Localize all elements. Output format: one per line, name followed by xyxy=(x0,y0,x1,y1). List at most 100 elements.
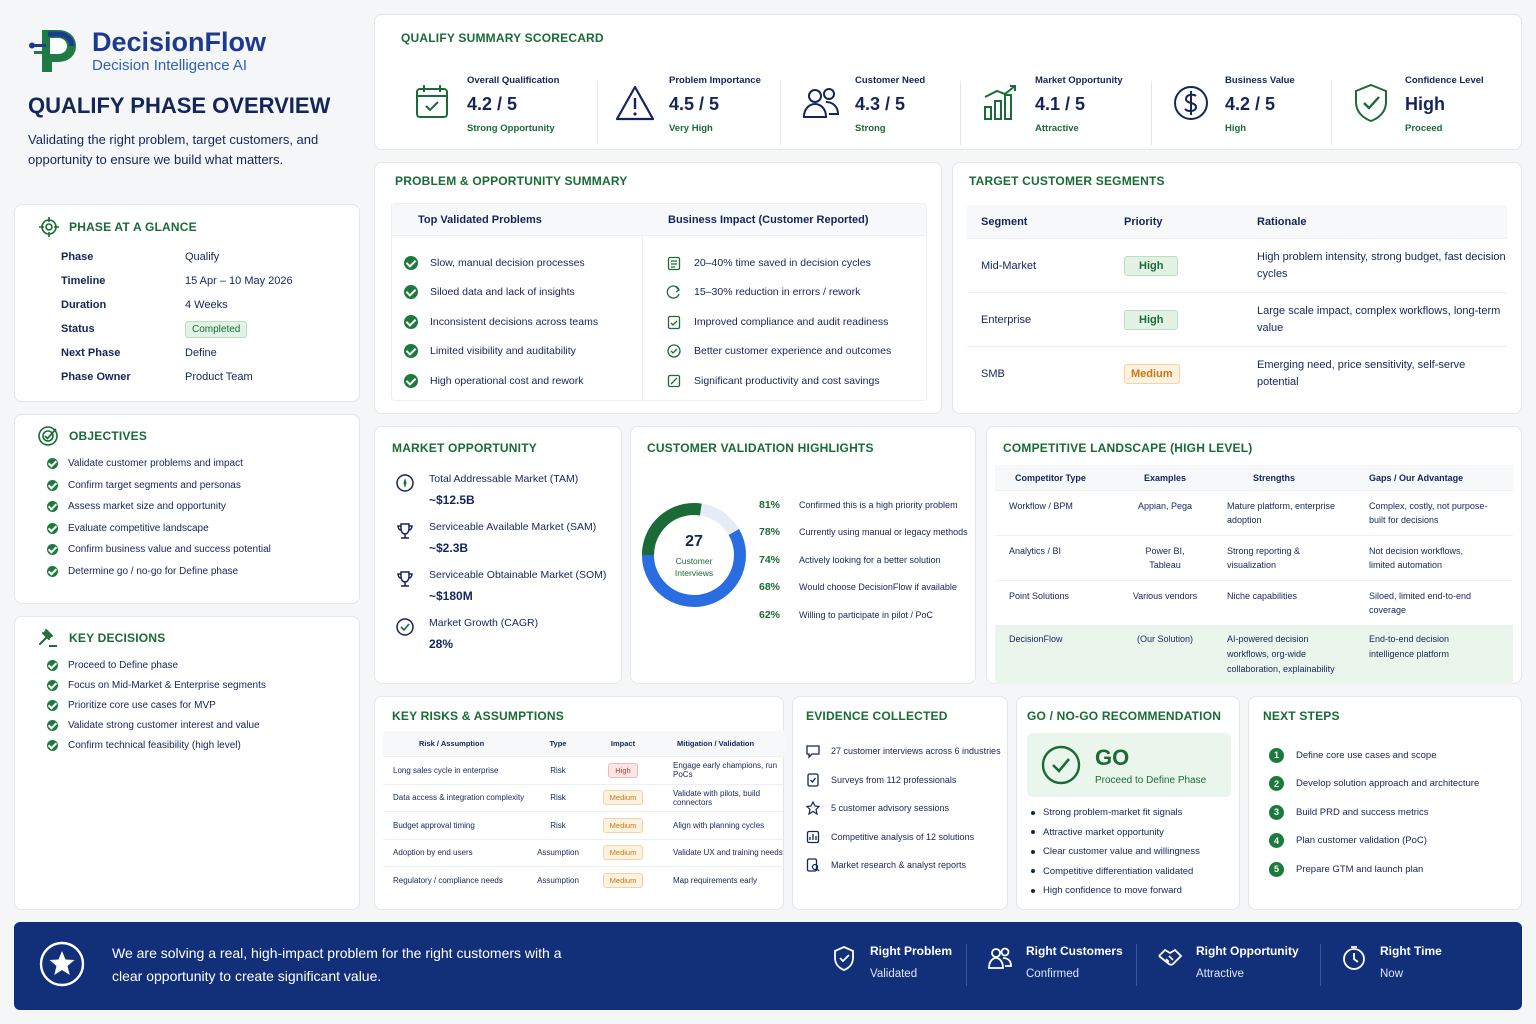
go-verdict-sub: Proceed to Define Phase xyxy=(1095,774,1207,786)
check-icon xyxy=(404,344,418,359)
risks-title: KEY RISKS & ASSUMPTIONS xyxy=(392,709,564,723)
risk-row: Adoption by end users Assumption Medium V… xyxy=(383,840,785,867)
validation-item: 81% Confirmed this is a high priority pro… xyxy=(759,498,958,511)
risk-row: Data access & integration complexity Risk… xyxy=(383,785,785,812)
next-steps-panel: NEXT STEPS 1 Define core use cases and sc… xyxy=(1248,696,1522,910)
score-value: 4.3 / 5 xyxy=(855,94,906,114)
donut-label: Customer Interviews xyxy=(674,556,714,578)
brand-tagline: Decision Intelligence AI xyxy=(92,57,248,74)
gavel-icon xyxy=(39,629,57,647)
glance-key: Duration xyxy=(61,299,107,311)
gonogo-bullet: High confidence to move forward xyxy=(1031,881,1200,901)
badge-star-icon xyxy=(667,344,681,358)
check-icon xyxy=(47,458,58,470)
competitive-panel: COMPETITIVE LANDSCAPE (HIGH LEVEL) Compe… xyxy=(986,426,1522,684)
glance-key: Next Phase xyxy=(61,347,121,359)
market-item: Serviceable Obtainable Market (SOM) ~$180… xyxy=(395,569,606,603)
validation-panel: CUSTOMER VALIDATION HIGHLIGHTS 27 Custom… xyxy=(630,426,976,684)
risk-row: Regulatory / compliance needs Assumption … xyxy=(383,867,785,895)
objectives-title: OBJECTIVES xyxy=(69,429,148,443)
gonogo-bullet: Strong problem-market fit signals xyxy=(1031,803,1200,823)
validation-item: 68% Would choose DecisionFlow if availabl… xyxy=(759,581,957,594)
evidence-item: 5 customer advisory sessions xyxy=(805,794,1001,823)
decisionflow-logo-icon xyxy=(29,30,76,72)
check-icon xyxy=(47,544,58,556)
footer-item: Right Opportunity Attractive xyxy=(1156,944,1299,980)
donut-value: 27 xyxy=(685,533,703,550)
page-title: QUALIFY PHASE OVERVIEW xyxy=(28,93,331,118)
score-card-business: Business Value 4.2 / 5 High xyxy=(1169,75,1295,134)
score-label: Problem Importance xyxy=(669,75,761,86)
validation-item: 74% Actively looking for a better solutio… xyxy=(759,553,941,566)
problem-panel: PROBLEM & OPPORTUNITY SUMMARY Top Valida… xyxy=(374,162,942,414)
score-label: Confidence Level xyxy=(1405,75,1484,86)
objective-item: Determine go / no-go for Define phase xyxy=(47,561,271,583)
impact-badge: Medium xyxy=(602,817,644,833)
validation-title: CUSTOMER VALIDATION HIGHLIGHTS xyxy=(647,441,874,455)
risks-header-row: Risk / Assumption Type Impact Mitigation… xyxy=(383,731,785,757)
score-value: 4.1 / 5 xyxy=(1035,94,1086,114)
key-decisions-panel: KEY DECISIONS Proceed to Define phase Fo… xyxy=(14,616,360,910)
star-badge-icon xyxy=(39,941,85,987)
glance-value: Product Team xyxy=(185,371,253,383)
chat-icon xyxy=(806,745,820,759)
market-title: MARKET OPPORTUNITY xyxy=(392,441,537,455)
objective-item: Validate customer problems and impact xyxy=(47,453,271,475)
brand-name: DecisionFlow xyxy=(92,27,267,57)
score-label: Overall Qualification xyxy=(467,75,560,86)
clipboard-icon xyxy=(667,256,681,270)
trophy-icon xyxy=(397,523,413,539)
segment-row: Enterprise High Large scale impact, comp… xyxy=(967,293,1507,347)
gonogo-panel: GO / NO-GO RECOMMENDATION GO Proceed to … xyxy=(1016,696,1240,910)
glance-row: Status Completed xyxy=(61,317,293,341)
segments-header: Priority xyxy=(1124,215,1163,228)
clipboard-check-icon xyxy=(667,315,681,329)
gonogo-title: GO / NO-GO RECOMMENDATION xyxy=(1027,709,1222,723)
priority-badge: Medium xyxy=(1124,364,1180,384)
score-sub: Strong xyxy=(855,123,886,134)
objective-item: Confirm target segments and personas xyxy=(47,475,271,497)
validation-item: 62% Willing to participate in pilot / PoC xyxy=(759,608,934,621)
glance-value: 4 Weeks xyxy=(185,299,228,311)
status-badge: Completed xyxy=(185,320,248,338)
score-sub: Very High xyxy=(669,123,713,134)
step-number: 3 xyxy=(1269,804,1284,820)
footer-item: Right Problem Validated xyxy=(830,944,952,980)
evidence-item: Competitive analysis of 12 solutions xyxy=(805,823,1001,852)
impact-item: 15–30% reduction in errors / rework xyxy=(666,278,891,308)
check-icon xyxy=(47,719,58,731)
segments-panel: TARGET CUSTOMER SEGMENTS Segment Priorit… xyxy=(952,162,1522,414)
competitive-row: Analytics / BI Power BI, Tableau Strong … xyxy=(995,536,1513,581)
go-check-icon xyxy=(1041,745,1081,785)
glance-row: Phase Owner Product Team xyxy=(61,365,293,389)
score-label: Business Value xyxy=(1225,75,1295,86)
glance-title: PHASE AT A GLANCE xyxy=(69,220,197,234)
competitive-row: Workflow / BPM Appian, Pega Mature platf… xyxy=(995,491,1513,536)
step-number: 1 xyxy=(1269,747,1284,763)
market-item: Total Addressable Market (TAM) ~$12.5B xyxy=(395,473,606,507)
step-number: 2 xyxy=(1269,776,1284,792)
decision-item: Focus on Mid-Market & Enterprise segment… xyxy=(47,675,266,695)
bar-chart-icon xyxy=(984,85,1016,120)
glance-row: Phase Qualify xyxy=(61,245,293,269)
glance-value: 15 Apr – 10 May 2026 xyxy=(185,275,293,287)
market-panel: MARKET OPPORTUNITY Total Addressable Mar… xyxy=(374,426,622,684)
check-icon xyxy=(47,479,58,491)
dollar-icon xyxy=(1174,86,1208,120)
gonogo-bullet: Clear customer value and willingness xyxy=(1031,842,1200,862)
problem-item: Inconsistent decisions across teams xyxy=(404,307,598,337)
calendar-check-icon xyxy=(416,85,448,118)
growth-check-icon xyxy=(396,618,414,636)
advisory-icon xyxy=(805,800,821,816)
score-sub: High xyxy=(1225,123,1247,134)
impact-badge: Medium xyxy=(602,873,644,889)
score-card-market: Market Opportunity 4.1 / 5 Attractive xyxy=(979,75,1123,134)
score-card-confidence: Confidence Level High Proceed xyxy=(1349,75,1484,134)
next-step-item: 5 Prepare GTM and launch plan xyxy=(1269,855,1479,884)
step-number: 5 xyxy=(1269,861,1284,877)
donut-segment xyxy=(642,503,746,607)
objective-item: Assess market size and opportunity xyxy=(47,496,271,518)
check-icon xyxy=(47,522,58,534)
decision-item: Prioritize core use cases for MVP xyxy=(47,695,266,715)
compass-icon xyxy=(396,474,414,492)
